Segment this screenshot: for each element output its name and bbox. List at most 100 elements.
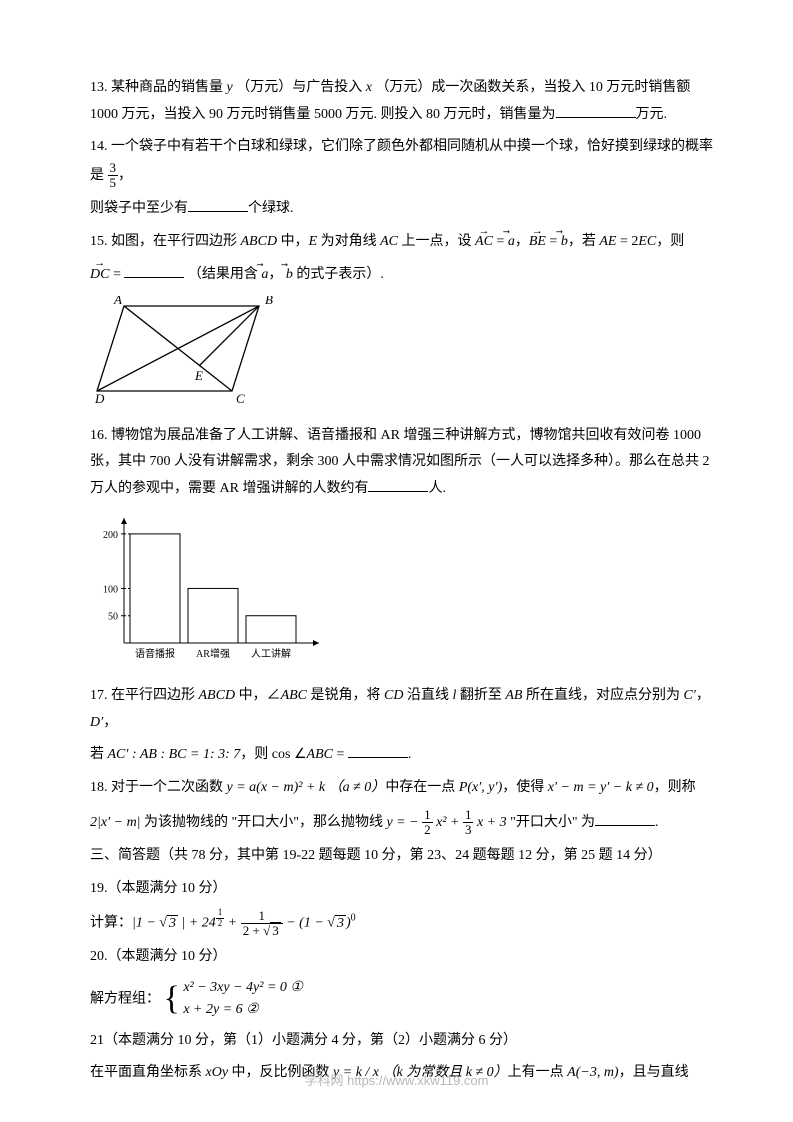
q17-cd: CD bbox=[384, 688, 403, 703]
q20-label: 解方程组： bbox=[90, 991, 160, 1006]
q19-body: 计算：|1 − √3 | + 2412 + 12 + √3 − (1 − √3)… bbox=[90, 908, 718, 938]
q14-t2: ， bbox=[118, 168, 132, 183]
question-15-line2: DC = （结果用含 a， b 的式子表示）. bbox=[90, 262, 718, 289]
q18-eq2c: x + 3 bbox=[473, 815, 506, 830]
q17-eq: = bbox=[333, 747, 348, 762]
q19-expd: 2 bbox=[216, 919, 225, 929]
q18-f1: 12 bbox=[422, 808, 433, 838]
q17-cp: C′ bbox=[683, 688, 695, 703]
svg-text:B: B bbox=[265, 296, 273, 307]
q18-f1n: 1 bbox=[422, 808, 433, 823]
svg-text:200: 200 bbox=[103, 529, 118, 540]
q19-frac: 12 + √3 bbox=[241, 909, 283, 939]
svg-text:人工讲解: 人工讲解 bbox=[251, 647, 291, 660]
q15-a: a bbox=[508, 229, 515, 256]
q18-p: P(x′, y′) bbox=[459, 780, 502, 795]
q15-eq4: = bbox=[109, 267, 124, 282]
q19-fd: 2 + √3 bbox=[241, 924, 283, 938]
q14-t1: 14. 一个袋子中有若干个白球和绿球，它们除了颜色外都相同随机从中摸一个球，恰好… bbox=[90, 139, 713, 183]
brace-icon: { bbox=[164, 984, 180, 1015]
svg-text:50: 50 bbox=[108, 611, 118, 622]
q20-body: 解方程组： { x² − 3xy − 4y² = 0 ① x + 2y = 6 … bbox=[90, 977, 718, 1022]
svg-text:D: D bbox=[94, 391, 105, 404]
q15-c3: ，若 bbox=[568, 234, 600, 249]
q18-f2n: 1 bbox=[463, 808, 474, 823]
q18-f1d: 2 bbox=[422, 823, 433, 837]
q15-blank bbox=[124, 264, 184, 278]
q17-t7: 若 bbox=[90, 747, 108, 762]
q18-p1: （a ≠ 0） bbox=[329, 780, 386, 795]
svg-text:100: 100 bbox=[103, 584, 118, 595]
q17-t6: 所在直线，对应点分别为 bbox=[522, 688, 683, 703]
q17-abc2: ABC bbox=[307, 747, 333, 762]
q19-fds: 3 bbox=[270, 922, 281, 938]
q17-c1: ， bbox=[696, 688, 710, 703]
q17-dp: D′ bbox=[90, 715, 103, 730]
q15-eq3: = 2 bbox=[616, 234, 638, 249]
q18-t4: ，则称 bbox=[654, 780, 696, 795]
q20-l2: x + 2y = 6 ② bbox=[183, 1002, 258, 1017]
q15-t5: （结果用含 bbox=[188, 267, 262, 282]
q15-t4: 上一点，设 bbox=[398, 234, 475, 249]
q17-ratio: AC′ : AB : BC = 1: 3: 7 bbox=[108, 747, 241, 762]
svg-text:C: C bbox=[236, 391, 245, 404]
q14-frac: 35 bbox=[108, 161, 119, 191]
q15-c2: ， bbox=[515, 234, 529, 249]
q13-blank bbox=[556, 104, 636, 118]
q18-eq1: y = a(x − m)² + k bbox=[227, 780, 326, 795]
q15-t1: 15. 如图，在平行四边形 bbox=[90, 234, 241, 249]
svg-text:语音播报: 语音播报 bbox=[135, 647, 175, 660]
q19-s3b: 3 bbox=[335, 915, 346, 931]
q17-t2: 中，∠ bbox=[235, 688, 281, 703]
question-14-line2: 则袋子中至少有 个绿球. bbox=[90, 196, 718, 223]
q19-p1: |1 − bbox=[132, 916, 159, 931]
question-17-line2: 若 AC′ : AB : BC = 1: 3: 7，则 cos ∠ABC = . bbox=[90, 742, 718, 769]
question-18: 18. 对于一个二次函数 y = a(x − m)² + k （a ≠ 0）中存… bbox=[90, 775, 718, 802]
q16-blank bbox=[368, 478, 428, 492]
q15-vecBE: BE bbox=[529, 229, 546, 256]
q14-t3: 则袋子中至少有 bbox=[90, 201, 188, 216]
q14-num: 3 bbox=[108, 161, 119, 176]
q16-t2: 人. bbox=[428, 481, 446, 496]
q16-chart: 50 100 200 语音播报 AR增强 人工讲解 bbox=[94, 513, 718, 674]
q18-f2: 13 bbox=[463, 808, 474, 838]
q18-t6: "开口大小" 为 bbox=[507, 815, 595, 830]
q17-t9: . bbox=[408, 747, 412, 762]
q18-t7: . bbox=[655, 815, 659, 830]
q17-ab: AB bbox=[505, 688, 522, 703]
q20-head: 20.（本题满分 10 分） bbox=[90, 944, 718, 971]
page-footer: 学科网 https://www.xkw119.com bbox=[0, 1069, 793, 1094]
q19-exp0: 0 bbox=[351, 913, 356, 924]
q15-eq2: = bbox=[546, 234, 561, 249]
q17-abcd: ABCD bbox=[199, 688, 236, 703]
svg-text:E: E bbox=[194, 368, 203, 383]
q15-abcd: ABCD bbox=[241, 234, 278, 249]
q19-fda: 2 + bbox=[243, 923, 263, 938]
svg-text:AR增强: AR增强 bbox=[196, 647, 230, 660]
q13-t4: 万元. bbox=[636, 107, 668, 122]
q19-p3: + bbox=[224, 916, 240, 931]
q14-blank bbox=[188, 198, 248, 212]
q17-t8: ，则 cos ∠ bbox=[240, 747, 306, 762]
q15-t6: 的式子表示）. bbox=[293, 267, 384, 282]
question-14: 14. 一个袋子中有若干个白球和绿球，它们除了颜色外都相同随机从中摸一个球，恰好… bbox=[90, 134, 718, 190]
q17-t4: 沿直线 bbox=[403, 688, 452, 703]
q17-t3: 是锐角，将 bbox=[307, 688, 384, 703]
q19-s3a: 3 bbox=[167, 915, 178, 931]
q15-ae: AE bbox=[599, 234, 616, 249]
q15-e: E bbox=[309, 234, 321, 249]
q15-t2: 中， bbox=[277, 234, 309, 249]
q17-t1: 17. 在平行四边形 bbox=[90, 688, 199, 703]
q15-b: b bbox=[561, 229, 568, 256]
q17-blank bbox=[348, 744, 408, 758]
q20-system: { x² − 3xy − 4y² = 0 ① x + 2y = 6 ② bbox=[164, 977, 303, 1022]
q19-label: 计算： bbox=[90, 916, 132, 931]
q19-p2: | + 24 bbox=[178, 916, 216, 931]
q18-l2a: 2|x′ − m| bbox=[90, 815, 144, 830]
parallelogram-diagram: ABDCE bbox=[94, 296, 274, 404]
question-16: 16. 博物馆为展品准备了人工讲解、语音播报和 AR 增强三种讲解方式，博物馆共… bbox=[90, 423, 718, 503]
q14-t4: 个绿球. bbox=[248, 201, 294, 216]
q17-c2: ， bbox=[103, 715, 117, 730]
q13-t2: （万元）与广告投入 bbox=[233, 80, 366, 95]
q15-vecDC: DC bbox=[90, 262, 109, 289]
